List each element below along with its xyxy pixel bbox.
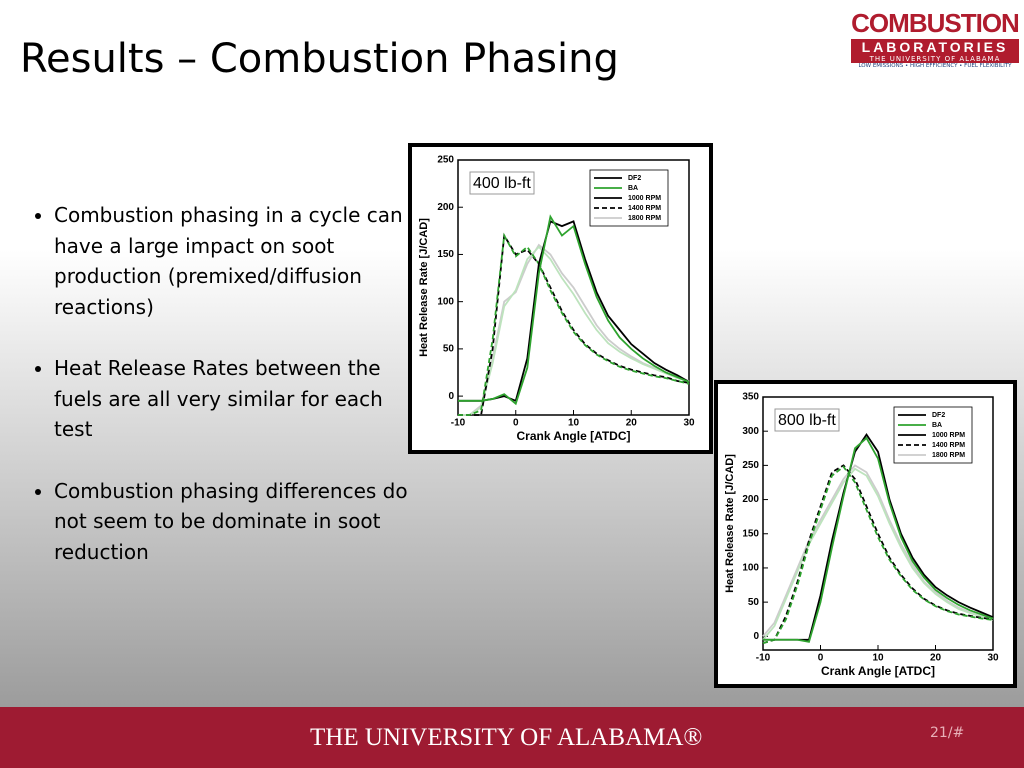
bullet: Combustion phasing differences do not se… (54, 476, 414, 568)
annotation: 400 lb-ft (473, 175, 531, 192)
x-tick-label: -10 (756, 653, 771, 664)
annotation-box (774, 408, 840, 432)
x-tick-label: 20 (930, 653, 942, 664)
bullet: Heat Release Rates between the fuels are… (54, 353, 414, 445)
logo-tagline: LOW EMISSIONS • HIGH EFFICIENCY • FUEL F… (858, 63, 1012, 69)
annotation: 800 lb-ft (778, 412, 836, 429)
y-tick-label: 250 (742, 460, 759, 471)
x-tick-label: 30 (987, 653, 999, 664)
series-line (762, 464, 994, 645)
y-tick-label: 350 (742, 392, 759, 403)
footer-university: THE UNIVERSITY OF ALABAMA® (310, 724, 703, 751)
series-line (762, 467, 994, 641)
y-tick-label: 250 (437, 155, 454, 166)
logo-name: COMBUSTION (851, 8, 1020, 38)
legend-label: 1800 RPM (932, 452, 965, 459)
y-tick-label: 300 (742, 426, 759, 437)
y-tick-label: 50 (443, 344, 455, 355)
series-line (458, 245, 690, 416)
bullet-list: Combustion phasing in a cycle can have a… (20, 200, 414, 598)
logo-subtitle: LABORATORIES (851, 39, 1019, 55)
logo-university: THE UNIVERSITY OF ALABAMA (851, 55, 1019, 63)
series-line (458, 232, 690, 416)
x-tick-label: 30 (683, 418, 695, 429)
y-tick-label: 150 (742, 528, 759, 539)
x-tick-label: -10 (451, 418, 466, 429)
series-line (763, 436, 994, 643)
legend-label: BA (932, 422, 942, 429)
slide-title: Results – Combustion Phasing (20, 36, 619, 82)
legend-label: 1000 RPM (628, 195, 661, 202)
y-tick-label: 0 (448, 391, 454, 402)
footer: THE UNIVERSITY OF ALABAMA® 21/# (0, 707, 1024, 768)
y-tick-label: 200 (437, 202, 454, 213)
series-line (762, 464, 994, 637)
x-axis-label: Crank Angle [ATDC] (517, 429, 631, 443)
y-axis-label: Heat Release Rate [J/CAD] (724, 454, 736, 593)
legend-label: DF2 (932, 412, 945, 419)
series-line (458, 214, 690, 406)
x-tick-label: 0 (818, 653, 824, 664)
y-tick-label: 100 (742, 563, 759, 574)
legend-label: 1400 RPM (932, 442, 965, 449)
legend-label: 1000 RPM (932, 432, 965, 439)
x-tick-label: 10 (872, 653, 884, 664)
legend-label: 1800 RPM (628, 215, 661, 222)
legend-label: BA (628, 185, 638, 192)
y-tick-label: 150 (437, 249, 454, 260)
annotation-box (469, 171, 535, 195)
y-tick-label: 50 (748, 597, 760, 608)
x-tick-label: 0 (513, 418, 519, 429)
y-axis-label: Heat Release Rate [J/CAD] (418, 218, 430, 357)
y-tick-label: 200 (742, 494, 759, 505)
legend-label: 1400 RPM (628, 205, 661, 212)
logo: COMBUSTION LABORATORIES THE UNIVERSITY O… (851, 8, 1020, 69)
y-tick-label: 0 (753, 631, 759, 642)
x-axis-label: Crank Angle [ATDC] (821, 664, 935, 678)
x-tick-label: 10 (568, 418, 580, 429)
bullet: Combustion phasing in a cycle can have a… (54, 200, 414, 322)
x-tick-label: 20 (626, 418, 638, 429)
page-number: 21/# (930, 725, 965, 741)
legend-label: DF2 (628, 175, 641, 182)
y-tick-label: 100 (437, 296, 454, 307)
